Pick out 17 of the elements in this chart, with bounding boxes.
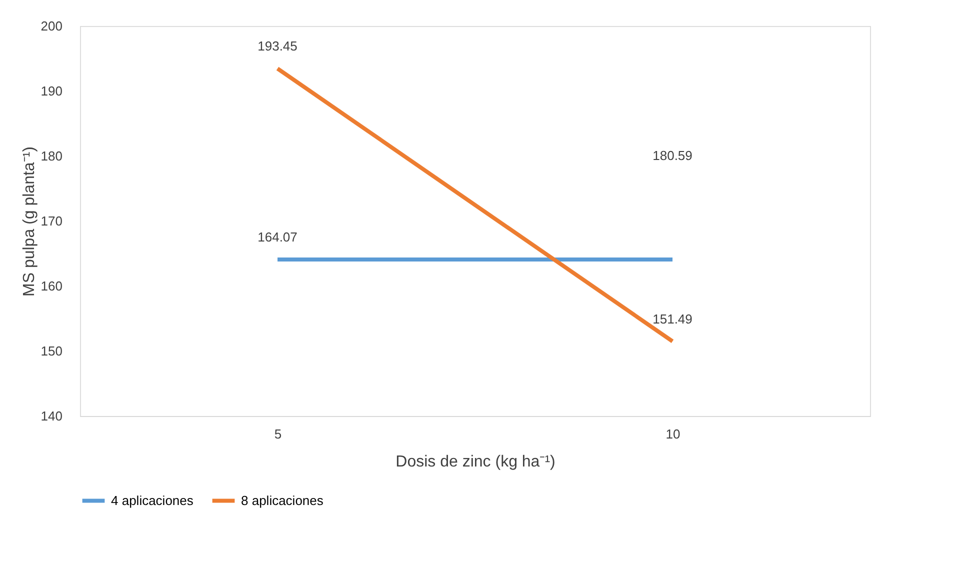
y-tick-label: 200	[40, 18, 62, 34]
x-tick-label: 10	[666, 426, 680, 442]
annotation: 180.59	[652, 148, 692, 163]
y-tick-label: 150	[40, 344, 62, 358]
x-tick-label: 5	[274, 426, 282, 442]
data-label: 193.45	[258, 38, 298, 54]
y-tick-label: 160	[40, 278, 62, 294]
data-label: 164.07	[258, 230, 298, 245]
legend-label: 8 aplicaciones	[241, 492, 324, 508]
y-tick-label: 180	[40, 148, 62, 164]
legend-label: 4 aplicaciones	[111, 492, 194, 508]
x-axis-title: Dosis de zinc (kg ha⁻¹)	[396, 454, 556, 470]
y-tick-label: 170	[40, 214, 62, 228]
data-label: 151.49	[652, 311, 692, 326]
y-tick-label: 140	[40, 408, 62, 424]
y-axis-title: MS pulpa (g planta⁻¹)	[20, 146, 38, 296]
y-tick-label: 190	[40, 84, 62, 98]
